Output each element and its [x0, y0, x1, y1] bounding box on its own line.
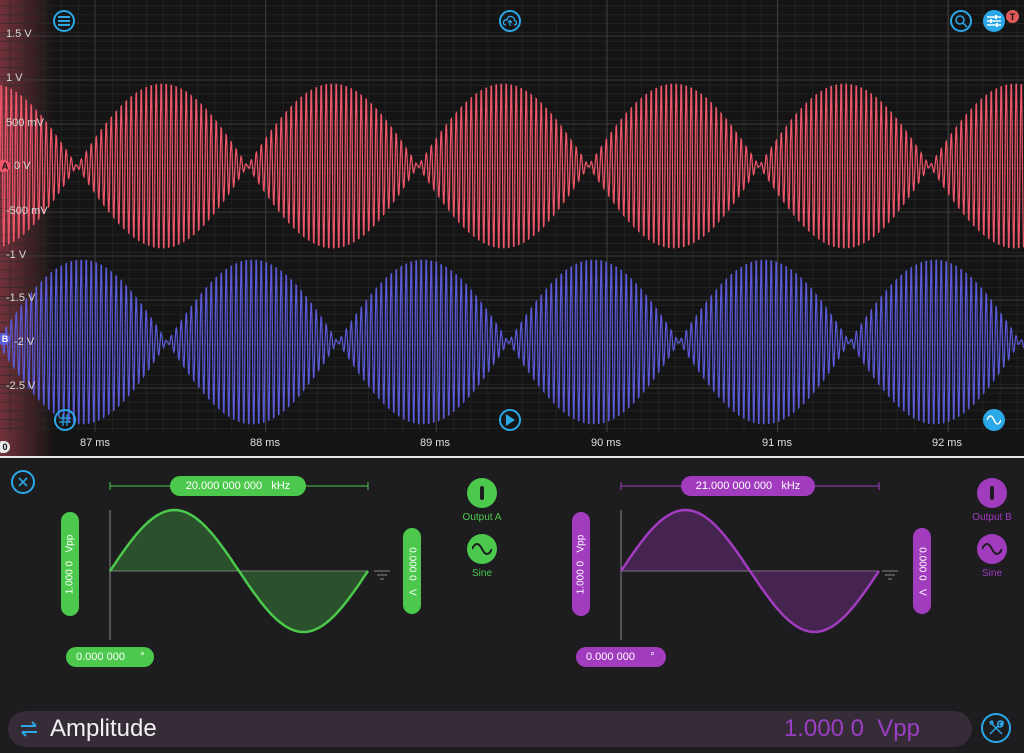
output-a-waveform-button[interactable]	[467, 534, 497, 564]
channel-b-marker[interactable]: B	[0, 333, 10, 345]
power-icon	[990, 486, 994, 500]
tools-icon	[989, 720, 1004, 735]
voltage-label: -1 V	[6, 249, 27, 261]
voltage-label: 0 V	[14, 160, 31, 172]
parameter-bar[interactable]: Amplitude 1.000 0 Vpp	[8, 711, 972, 747]
time-label: 87 ms	[80, 437, 110, 449]
output-b-offset-value: 0.000 0	[916, 546, 928, 581]
output-a-amplitude-unit: Vpp	[64, 534, 76, 553]
output-b-phase-pill[interactable]: 0.000 000 °	[576, 647, 666, 667]
output-b-phase-value: 0.000 000	[586, 651, 635, 663]
waveform-canvas[interactable]	[0, 0, 1024, 456]
time-label: 88 ms	[250, 437, 280, 449]
output-a-phase-value: 0.000 000	[76, 651, 125, 663]
output-a-offset-pill[interactable]: 0.000 0 V	[403, 528, 421, 614]
sine-wave-icon	[472, 543, 492, 555]
close-icon	[18, 477, 28, 487]
voltage-label: -2.5 V	[6, 380, 36, 392]
sine-wave-icon	[987, 415, 1001, 425]
sine-wave-icon	[982, 543, 1002, 555]
voltage-label: 500 mV	[6, 117, 44, 129]
power-icon	[480, 486, 484, 500]
channel-b-trace	[0, 259, 1024, 425]
tools-button[interactable]	[981, 713, 1011, 743]
generator-panel: 20.000 000 000 kHz 1.000 0 Vpp 0.000 0 V…	[0, 458, 1024, 710]
output-b-waveform-button[interactable]	[977, 534, 1007, 564]
output-a-frequency-pill[interactable]: 20.000 000 000 kHz	[170, 476, 306, 496]
signal-generator-button[interactable]	[983, 409, 1005, 431]
trigger-badge: T	[1006, 10, 1019, 23]
play-icon	[506, 414, 515, 426]
waveform-previews	[108, 482, 898, 640]
trigger-settings-button[interactable]	[983, 10, 1005, 32]
output-a-amplitude-value: 1.000 0	[64, 560, 76, 594]
channel-a-trace	[0, 83, 1024, 249]
output-b-offset-pill[interactable]: 0.000 0 V	[913, 528, 931, 614]
output-a-amplitude-pill[interactable]: 1.000 0 Vpp	[61, 512, 79, 616]
search-button[interactable]	[950, 10, 972, 32]
sliders-icon	[987, 15, 1001, 27]
output-b-frequency-pill[interactable]: 21.000 000 000 kHz	[681, 476, 815, 496]
close-button[interactable]	[11, 470, 35, 494]
output-a-phase-pill[interactable]: 0.000 000 °	[66, 647, 154, 667]
output-b-label: Output B	[972, 512, 1012, 523]
run-button[interactable]	[499, 409, 521, 431]
search-icon	[955, 15, 968, 28]
parameter-value: 1.000 0	[783, 715, 864, 742]
menu-icon	[58, 16, 70, 26]
output-b-power-button[interactable]	[977, 478, 1007, 508]
voltage-label: -1.5 V	[6, 292, 36, 304]
output-b-frequency-unit: kHz	[781, 480, 801, 492]
output-b-amplitude-pill[interactable]: 1.000 0 Vpp	[572, 512, 590, 616]
output-a-offset-value: 0.000 0	[406, 546, 418, 581]
output-b-waveform-label: Sine	[981, 568, 1003, 579]
trigger-marker[interactable]: 0	[0, 441, 10, 453]
voltage-label: -500 mV	[6, 205, 48, 217]
channel-a-marker[interactable]: A	[0, 160, 10, 172]
output-a-power-button[interactable]	[467, 478, 497, 508]
voltage-label: -2 V	[14, 336, 35, 348]
output-a-phase-unit: °	[140, 651, 145, 663]
menu-button[interactable]	[53, 10, 75, 32]
time-label: 91 ms	[762, 437, 792, 449]
grid-button[interactable]	[54, 409, 76, 431]
output-a-offset-unit: V	[406, 588, 418, 596]
output-a-frequency-value: 20.000 000 000	[185, 480, 263, 492]
output-a-label: Output A	[462, 512, 502, 523]
cloud-upload-icon	[503, 15, 517, 26]
oscilloscope-view[interactable]: 1.5 V 1 V 500 mV 0 V -500 mV -1 V -1.5 V…	[0, 0, 1024, 456]
parameter-readout[interactable]: 1.000 0 Vpp	[784, 715, 920, 743]
time-label: 89 ms	[420, 437, 450, 449]
cloud-upload-button[interactable]	[499, 10, 521, 32]
output-b-amplitude-value: 1.000 0	[575, 560, 587, 594]
output-a-wave	[108, 508, 370, 634]
voltage-label: 1 V	[6, 72, 23, 84]
output-b-amplitude-unit: Vpp	[575, 534, 587, 553]
output-b-frequency-value: 21.000 000 000	[695, 480, 773, 492]
time-label: 90 ms	[591, 437, 621, 449]
output-b-wave	[619, 508, 881, 634]
output-a-waveform-label: Sine	[471, 568, 493, 579]
grid-icon	[59, 414, 71, 426]
output-a-frequency-unit: kHz	[271, 480, 291, 492]
parameter-name: Amplitude	[50, 715, 157, 742]
swap-icon[interactable]	[20, 721, 38, 737]
output-b-offset-unit: V	[916, 588, 928, 596]
time-label: 92 ms	[932, 437, 962, 449]
panel-divider[interactable]	[0, 456, 1024, 458]
parameter-unit: Vpp	[877, 715, 920, 742]
voltage-label: 1.5 V	[6, 28, 32, 40]
output-b-phase-unit: °	[650, 651, 655, 663]
